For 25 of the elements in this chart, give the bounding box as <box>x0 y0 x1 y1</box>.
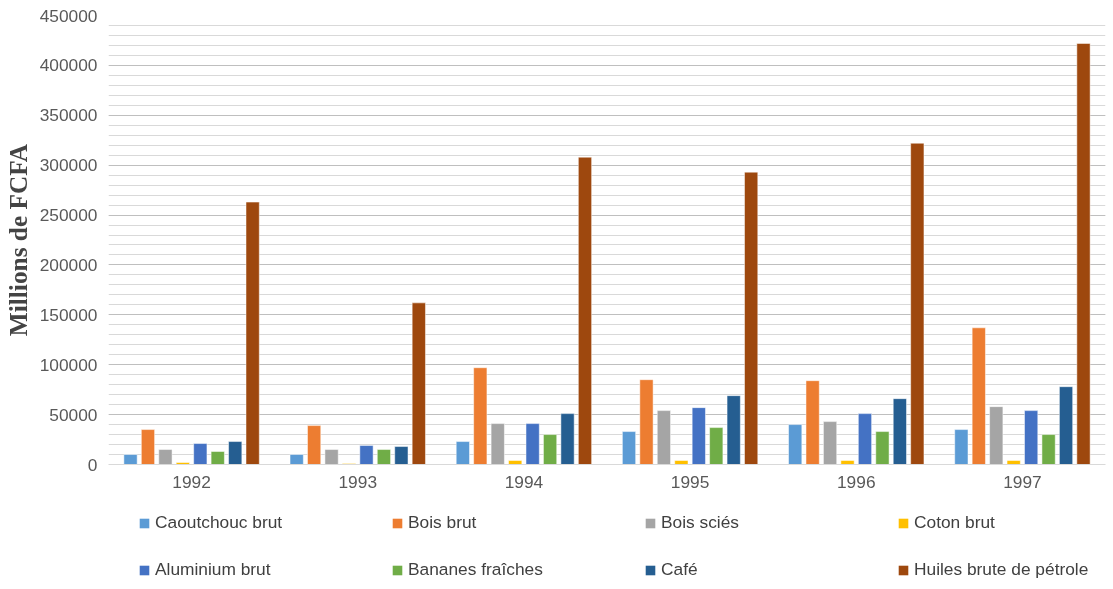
x-tick-label: 1997 <box>1003 471 1042 492</box>
legend-label: Bois brut <box>408 512 478 533</box>
legend-label: Coton brut <box>914 512 996 533</box>
x-tick-label: 1996 <box>836 471 876 492</box>
legend-label: Aluminium brut <box>155 559 272 580</box>
y-tick-label: 50000 <box>49 404 98 425</box>
y-tick-label: 300000 <box>39 155 98 176</box>
x-tick-label: 1995 <box>670 471 710 492</box>
y-tick-label: 450000 <box>39 5 98 26</box>
legend-label: Bois sciés <box>661 512 740 533</box>
y-tick-label: 0 <box>87 454 98 475</box>
x-tick-label: 1993 <box>338 471 378 492</box>
legend-label: Huiles brute de pétrole <box>914 559 1090 580</box>
y-tick-label: 400000 <box>39 55 98 76</box>
y-tick-label: 150000 <box>39 304 98 325</box>
y-axis-title: Millions de FCFA <box>3 143 32 337</box>
legend-label: Caoutchouc brut <box>155 512 284 533</box>
y-tick-label: 350000 <box>39 105 98 126</box>
x-tick-label: 1994 <box>504 471 544 492</box>
legend-label: Café <box>661 559 699 580</box>
y-tick-label: 250000 <box>39 205 98 226</box>
legend-label: Bananes fraîches <box>408 559 544 580</box>
x-tick-label: 1992 <box>172 471 211 492</box>
y-tick-label: 200000 <box>39 254 98 275</box>
y-tick-label: 100000 <box>39 354 98 375</box>
